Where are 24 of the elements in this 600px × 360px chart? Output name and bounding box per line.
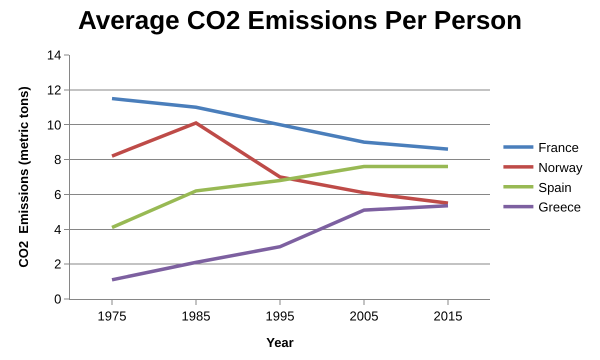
x-tick-label: 1995: [266, 308, 294, 324]
y-tick-label: 12: [46, 82, 62, 98]
y-tick-label: 10: [46, 117, 62, 132]
y-axis-title: CO2 Emissions (metric tons): [16, 86, 31, 268]
legend-label: France: [538, 140, 579, 156]
x-tick-label: 2005: [350, 308, 378, 324]
y-tick-label: 6: [54, 186, 62, 202]
line-series: [110, 204, 450, 282]
line-series: [110, 164, 450, 230]
x-tick-label: 2015: [434, 308, 462, 324]
y-tick-label: 14: [46, 48, 62, 63]
x-tick-label: 1985: [182, 308, 210, 324]
legend-label: Spain: [538, 180, 572, 195]
x-axis-title: Year: [266, 335, 294, 350]
y-tick-label: 0: [54, 292, 62, 307]
y-tick-label: 8: [54, 152, 62, 168]
y-tick-label: 4: [54, 222, 62, 237]
y-tick-label: 2: [54, 256, 62, 272]
x-tick-label: 1975: [98, 308, 126, 324]
chart-title: Average CO2 Emissions Per Person: [78, 5, 522, 35]
line-series: [110, 121, 450, 205]
line-series: [110, 96, 450, 151]
legend-label: Greece: [538, 200, 582, 215]
legend-label: Norway: [538, 160, 583, 175]
